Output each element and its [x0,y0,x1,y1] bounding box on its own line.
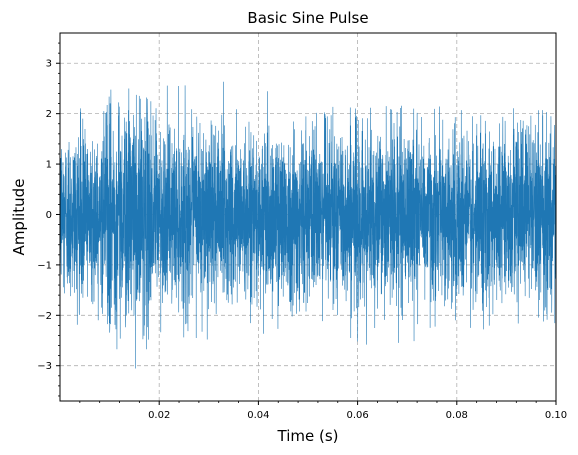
y-tick-label: 1 [46,160,52,171]
signal-line [60,81,556,369]
x-tick-label: 0.08 [446,410,468,421]
y-tick-label: 0 [46,210,52,221]
y-tick-label: −3 [37,361,52,372]
plot-frame [59,32,557,402]
x-tick-label: 0.10 [545,410,567,421]
ticks: 0.02 0.04 0.06 0.08 0.10 3 2 1 0 −1 −2 −3 [37,42,567,421]
x-tick-label: 0.02 [148,410,170,421]
x-tick-label: 0.06 [346,410,368,421]
chart-title: Basic Sine Pulse [247,9,368,27]
y-axis-label: Amplitude [10,179,28,256]
y-tick-label: −1 [37,260,52,271]
y-tick-label: 3 [46,59,52,70]
y-tick-label: 2 [46,109,52,120]
x-tick-label: 0.04 [247,410,269,421]
y-tick-label: −2 [37,311,52,322]
series-layer [60,81,556,369]
x-axis-label: Time (s) [277,427,339,445]
